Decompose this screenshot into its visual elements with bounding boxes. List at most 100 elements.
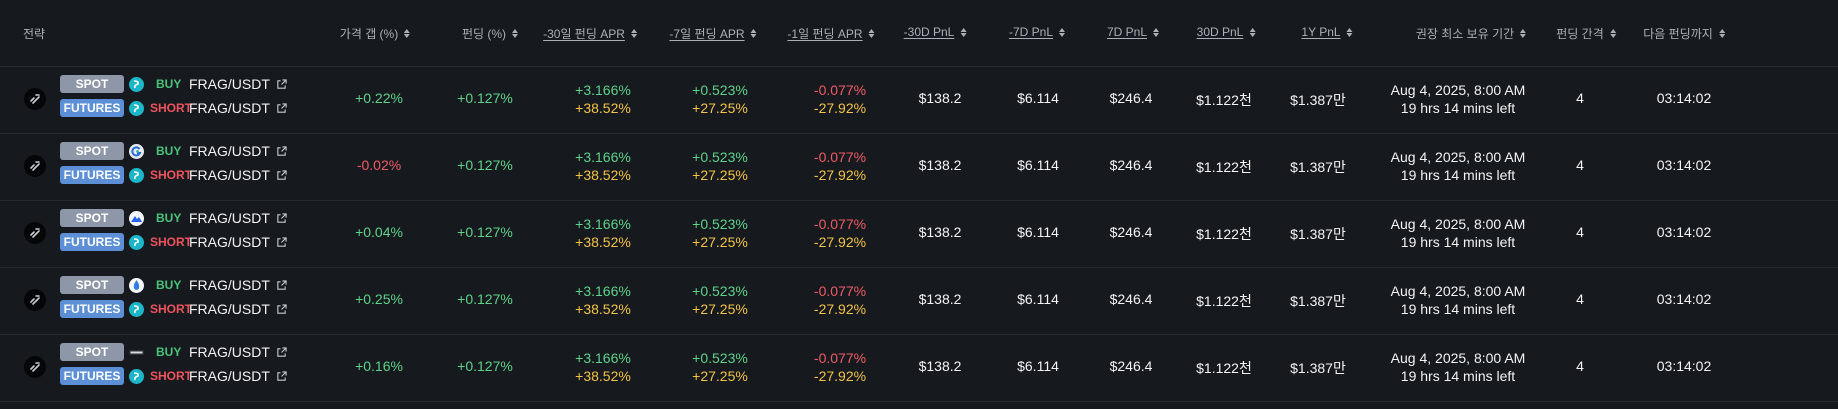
futures-pair-text: FRAG/USDT [189,234,270,250]
buy-label: BUY [156,77,182,91]
header-apr7[interactable]: -7일 펀딩 APR [669,25,757,42]
pnl7-value: $246.4 [1109,157,1153,173]
apr1-bottom: -27.92% [813,167,867,183]
pnl7-neg-value: $6.114 [1017,224,1059,240]
table-row[interactable]: SPOT FUTURES BUY SHORT FRAG/USDT FRAG/US… [0,334,1838,402]
external-link-icon[interactable] [276,102,287,114]
sort-icon [1520,29,1527,38]
short-label: SHORT [150,101,192,115]
hold-date: Aug 4, 2025, 8:00 AM [1390,82,1526,98]
futures-exchange-icon [129,235,144,250]
hold-date: Aug 4, 2025, 8:00 AM [1390,149,1526,165]
table-row[interactable]: SPOT FUTURES BUY SHORT FRAG/USDT FRAG/US… [0,267,1838,335]
external-link-icon[interactable] [276,346,287,358]
header-hold[interactable]: 권장 최소 보유 기간 [1416,25,1527,42]
apr30-bottom: +38.52% [575,301,631,317]
apr1-cell: -0.077% -27.92% [814,215,866,251]
futures-exchange-icon [129,101,144,116]
apr30-bottom: +38.52% [575,100,631,116]
wordmark-exchange-icon [129,345,144,360]
price-gap-value: +0.16% [355,358,403,374]
futures-pair-link[interactable]: FRAG/USDT [189,234,287,250]
apr1-bottom: -27.92% [813,301,867,317]
header-pnl7[interactable]: 7D PnL [1107,25,1160,39]
apr7-cell: +0.523% +27.25% [692,148,748,184]
sort-icon [1718,29,1725,38]
spot-pair-link[interactable]: FRAG/USDT [189,344,287,360]
external-link-icon[interactable] [276,78,287,90]
futures-pair-text: FRAG/USDT [189,368,270,384]
table-row[interactable]: SPOT FUTURES BUY SHORT FRAG/USDT FRAG/US… [0,200,1838,268]
header-strategy: 전략 [22,27,46,41]
header-apr30[interactable]: -30일 펀딩 APR [543,25,637,42]
apr1-bottom: -27.92% [813,368,867,384]
futures-pair-link[interactable]: FRAG/USDT [189,368,287,384]
short-label: SHORT [150,369,192,383]
header-interval[interactable]: 펀딩 간격 [1556,25,1616,42]
external-link-icon[interactable] [276,145,287,157]
pnl30-value: $1.122천 [1196,92,1252,108]
spot-pair-link[interactable]: FRAG/USDT [189,76,287,92]
hold-date: Aug 4, 2025, 8:00 AM [1390,283,1526,299]
header-price-gap[interactable]: 가격 갭 (%) [340,25,411,42]
apr7-bottom: +27.25% [692,100,748,116]
pnl7-value: $246.4 [1109,358,1153,374]
pnl7-neg-value: $6.114 [1017,291,1059,307]
short-label: SHORT [150,302,192,316]
apr7-cell: +0.523% +27.25% [692,282,748,318]
header-pnl7-neg[interactable]: -7D PnL [1009,25,1066,39]
futures-badge: FUTURES [60,166,124,184]
futures-pair-text: FRAG/USDT [189,100,270,116]
pnl7-neg-value: $6.114 [1017,157,1059,173]
apr1-bottom: -27.92% [813,234,867,250]
sort-icon [630,29,637,38]
header-pnl1y[interactable]: 1Y PnL [1301,25,1353,39]
spot-badge: SPOT [60,142,124,160]
header-next[interactable]: 다음 펀딩까지 [1643,25,1725,42]
table-row[interactable]: SPOT FUTURES BUY SHORT FRAG/USDT FRAG/US… [0,66,1838,134]
header-funding[interactable]: 펀딩 (%) [462,25,519,42]
external-link-icon[interactable] [276,370,287,382]
header-pnl30[interactable]: 30D PnL [1197,25,1256,39]
sort-icon [750,29,757,38]
header-apr1[interactable]: -1일 펀딩 APR [787,25,875,42]
header-pnl30-neg[interactable]: -30D PnL [904,25,967,39]
price-gap-value: +0.04% [355,224,403,240]
external-link-icon[interactable] [276,303,287,315]
apr1-bottom: -27.92% [813,100,867,116]
pnl1y-value: $1.387만 [1290,293,1346,309]
mountain-exchange-icon [129,211,144,226]
apr30-bottom: +38.52% [575,234,631,250]
pnl7-neg-value: $6.114 [1017,90,1059,106]
pnl30-neg-value: $138.2 [918,291,962,307]
hold-left: 19 hrs 14 mins left [1400,167,1516,183]
table-header: 전략 가격 갭 (%) 펀딩 (%) -30일 펀딩 APR -7일 펀딩 AP… [0,0,1838,67]
external-link-icon[interactable] [276,169,287,181]
external-link-icon[interactable] [276,236,287,248]
futures-pair-text: FRAG/USDT [189,301,270,317]
funding-value: +0.127% [457,157,513,173]
funding-value: +0.127% [457,291,513,307]
hold-cell: Aug 4, 2025, 8:00 AM 19 hrs 14 mins left [1391,215,1526,251]
spot-badge: SPOT [60,209,124,227]
spot-pair-link[interactable]: FRAG/USDT [189,210,287,226]
futures-pair-link[interactable]: FRAG/USDT [189,167,287,183]
external-link-icon[interactable] [276,279,287,291]
buy-label: BUY [156,278,182,292]
short-label: SHORT [150,235,192,249]
external-link-icon[interactable] [276,212,287,224]
futures-pair-link[interactable]: FRAG/USDT [189,301,287,317]
apr7-top: +0.523% [692,216,748,232]
interval-value: 4 [1576,90,1584,106]
spot-pair-link[interactable]: FRAG/USDT [189,277,287,293]
apr30-cell: +3.166% +38.52% [575,349,631,385]
futures-pair-link[interactable]: FRAG/USDT [189,100,287,116]
interval-value: 4 [1576,358,1584,374]
token-logo-icon [24,289,46,311]
table-row[interactable]: SPOT FUTURES BUY SHORT FRAG/USDT FRAG/US… [0,133,1838,201]
hold-cell: Aug 4, 2025, 8:00 AM 19 hrs 14 mins left [1391,349,1526,385]
spot-pair-link[interactable]: FRAG/USDT [189,143,287,159]
apr1-cell: -0.077% -27.92% [814,349,866,385]
short-label: SHORT [150,168,192,182]
interval-value: 4 [1576,157,1584,173]
